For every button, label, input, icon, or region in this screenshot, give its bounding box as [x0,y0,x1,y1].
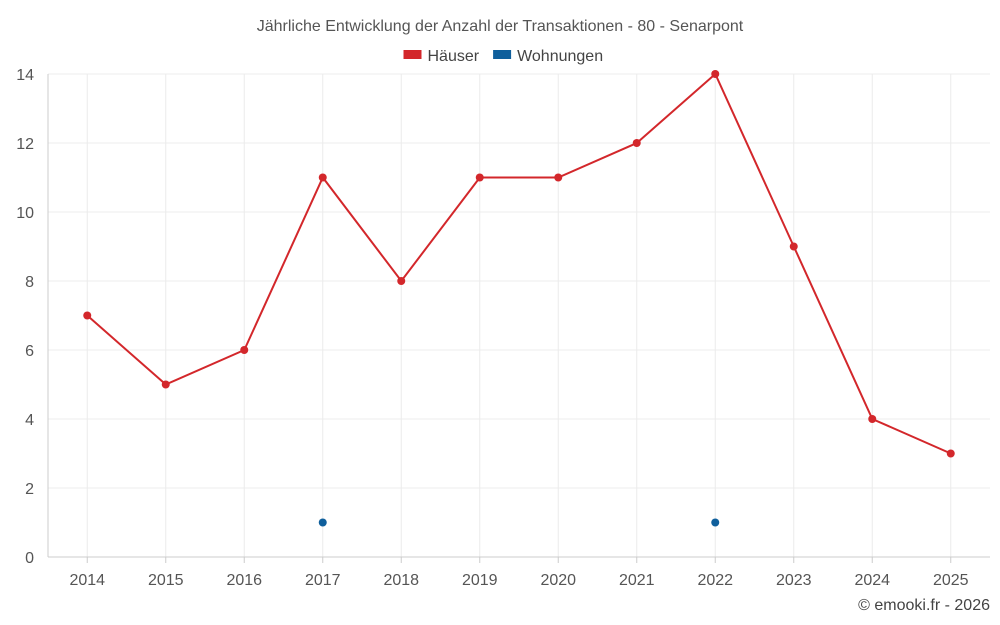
x-tick-label: 2019 [462,572,498,589]
legend: Häuser Wohnungen [403,48,603,65]
credit-text: © emooki.fr - 2026 [858,597,990,614]
x-tick-label: 2022 [697,572,733,589]
series-line-0 [86,72,952,455]
data-point-series-0 [868,415,877,423]
data-point-series-0 [789,242,798,251]
legend-swatch [403,50,422,59]
x-tick-label: 2020 [540,572,576,589]
x-tick-labels: 2014 2015 2016 2017 2018 2019 2020 2021 2022 2023… [69,572,968,589]
y-tick-label: 6 [25,343,34,360]
y-tick-label: 12 [16,136,34,153]
data-point-series-0 [318,173,327,182]
y-tick-label: 10 [16,205,34,222]
data-point-series-0 [711,70,720,78]
y-tick-label: 4 [25,412,34,429]
y-tick-label: 0 [25,550,34,567]
y-tick-labels: 0 2 4 6 8 10 12 14 [16,67,34,567]
y-tick-label: 8 [25,274,34,291]
data-point-series-0 [632,139,641,147]
x-tick-label: 2017 [305,572,341,589]
x-tick-label: 2023 [776,572,812,589]
grid [48,73,990,557]
axes [47,74,990,563]
y-tick-label: 2 [25,481,34,498]
data-point-series-0 [161,380,170,389]
legend-label: Häuser [428,48,480,65]
legend-label: Wohnungen [517,48,603,65]
x-tick-label: 2021 [619,572,655,589]
x-tick-label: 2016 [226,572,262,589]
y-tick-label: 14 [16,67,34,84]
data-point-series-0 [475,173,484,182]
data-point-series-0 [83,311,92,320]
data-point-series-0 [240,346,249,354]
x-tick-label: 2015 [148,572,184,589]
x-tick-label: 2025 [933,572,969,589]
data-point-series-1 [711,518,720,527]
x-tick-label: 2024 [854,572,890,589]
data-point-series-0 [397,277,406,285]
data-point-series-1 [318,518,327,527]
legend-swatch [493,50,512,59]
data-point-series-0 [554,173,563,182]
data-point-series-0 [946,449,955,458]
chart-title: Jährliche Entwicklung der Anzahl der Tra… [257,18,744,35]
series-group [83,70,955,527]
x-tick-label: 2014 [69,572,105,589]
x-tick-label: 2018 [383,572,419,589]
